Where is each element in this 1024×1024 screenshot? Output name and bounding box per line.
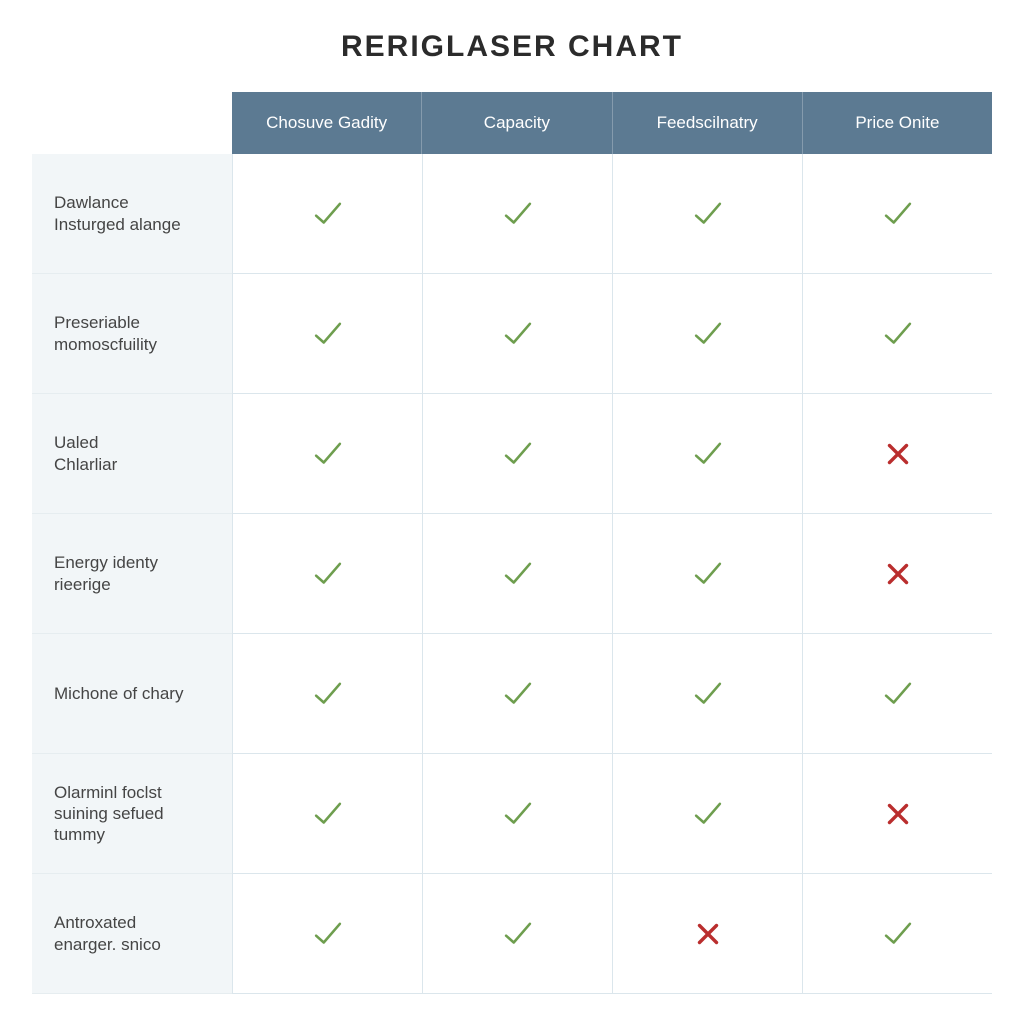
table-row: Michone of chary xyxy=(32,634,992,754)
table-row: Olarminl foclstsuining sefued tummy xyxy=(32,754,992,874)
row-label-line1: Dawlance xyxy=(54,192,129,213)
table-cell xyxy=(802,274,992,394)
row-label-line1: Energy identy xyxy=(54,552,158,573)
check-icon xyxy=(501,557,535,591)
table-row: UaledChlarliar xyxy=(32,394,992,514)
check-icon xyxy=(691,797,725,831)
table-cell xyxy=(422,754,612,874)
table-cell xyxy=(802,514,992,634)
table-row: DawlanceInsturged alange xyxy=(32,154,992,274)
comparison-table: Chosuve GadityCapacityFeedscilnatryPrice… xyxy=(32,92,992,994)
table-cell xyxy=(612,394,802,514)
column-header: Price Onite xyxy=(803,92,992,154)
table-cell xyxy=(422,154,612,274)
table-cell xyxy=(612,154,802,274)
row-label-line2: enarger. snico xyxy=(54,934,161,955)
table-cell xyxy=(802,874,992,994)
cross-icon xyxy=(881,557,915,591)
row-label-line2: Chlarliar xyxy=(54,454,117,475)
row-label-line2: rieerige xyxy=(54,574,111,595)
table-cell xyxy=(422,634,612,754)
check-icon xyxy=(501,317,535,351)
check-icon xyxy=(691,437,725,471)
check-icon xyxy=(311,677,345,711)
check-icon xyxy=(311,197,345,231)
table-header-row: Chosuve GadityCapacityFeedscilnatryPrice… xyxy=(32,92,992,154)
table-cell xyxy=(802,394,992,514)
row-label-line2: suining sefued tummy xyxy=(54,803,216,846)
table-cell xyxy=(232,874,422,994)
row-label: DawlanceInsturged alange xyxy=(32,154,232,274)
check-icon xyxy=(311,917,345,951)
check-icon xyxy=(311,557,345,591)
table-cell xyxy=(612,514,802,634)
row-label: Michone of chary xyxy=(32,634,232,754)
check-icon xyxy=(881,677,915,711)
table-cell xyxy=(802,754,992,874)
table-cell xyxy=(802,154,992,274)
column-header: Capacity xyxy=(422,92,612,154)
table-cell xyxy=(422,274,612,394)
table-cell xyxy=(612,874,802,994)
table-cell xyxy=(802,634,992,754)
check-icon xyxy=(691,317,725,351)
row-label-line1: Michone of chary xyxy=(54,683,183,704)
check-icon xyxy=(691,197,725,231)
check-icon xyxy=(501,917,535,951)
check-icon xyxy=(501,797,535,831)
cross-icon xyxy=(691,917,725,951)
check-icon xyxy=(881,917,915,951)
check-icon xyxy=(311,437,345,471)
check-icon xyxy=(691,677,725,711)
table-cell xyxy=(232,514,422,634)
table-cell xyxy=(612,274,802,394)
check-icon xyxy=(311,797,345,831)
row-label: Energy identyrieerige xyxy=(32,514,232,634)
table-cell xyxy=(232,754,422,874)
row-label: Preseriablemomoscfuility xyxy=(32,274,232,394)
row-label: UaledChlarliar xyxy=(32,394,232,514)
cross-icon xyxy=(881,797,915,831)
table-cell xyxy=(422,394,612,514)
row-label-line1: Olarminl foclst xyxy=(54,782,162,803)
row-label-line1: Antroxated xyxy=(54,912,136,933)
table-cell xyxy=(612,754,802,874)
header-spacer xyxy=(32,92,232,154)
row-label-line1: Ualed xyxy=(54,432,98,453)
table-cell xyxy=(612,634,802,754)
column-header: Feedscilnatry xyxy=(613,92,803,154)
row-label: Olarminl foclstsuining sefued tummy xyxy=(32,754,232,874)
row-label-line2: momoscfuility xyxy=(54,334,157,355)
table-cell xyxy=(232,154,422,274)
table-cell xyxy=(232,634,422,754)
check-icon xyxy=(881,317,915,351)
table-cell xyxy=(232,394,422,514)
check-icon xyxy=(691,557,725,591)
table-cell xyxy=(422,874,612,994)
table-row: Antroxatedenarger. snico xyxy=(32,874,992,994)
row-label-line2: Insturged alange xyxy=(54,214,181,235)
row-label-line1: Preseriable xyxy=(54,312,140,333)
cross-icon xyxy=(881,437,915,471)
table-row: Energy identyrieerige xyxy=(32,514,992,634)
check-icon xyxy=(501,197,535,231)
table-cell xyxy=(422,514,612,634)
check-icon xyxy=(881,197,915,231)
check-icon xyxy=(311,317,345,351)
column-header: Chosuve Gadity xyxy=(232,92,422,154)
table-row: Preseriablemomoscfuility xyxy=(32,274,992,394)
row-label: Antroxatedenarger. snico xyxy=(32,874,232,994)
check-icon xyxy=(501,677,535,711)
check-icon xyxy=(501,437,535,471)
chart-title: RERIGLASER CHART xyxy=(341,30,683,64)
table-cell xyxy=(232,274,422,394)
